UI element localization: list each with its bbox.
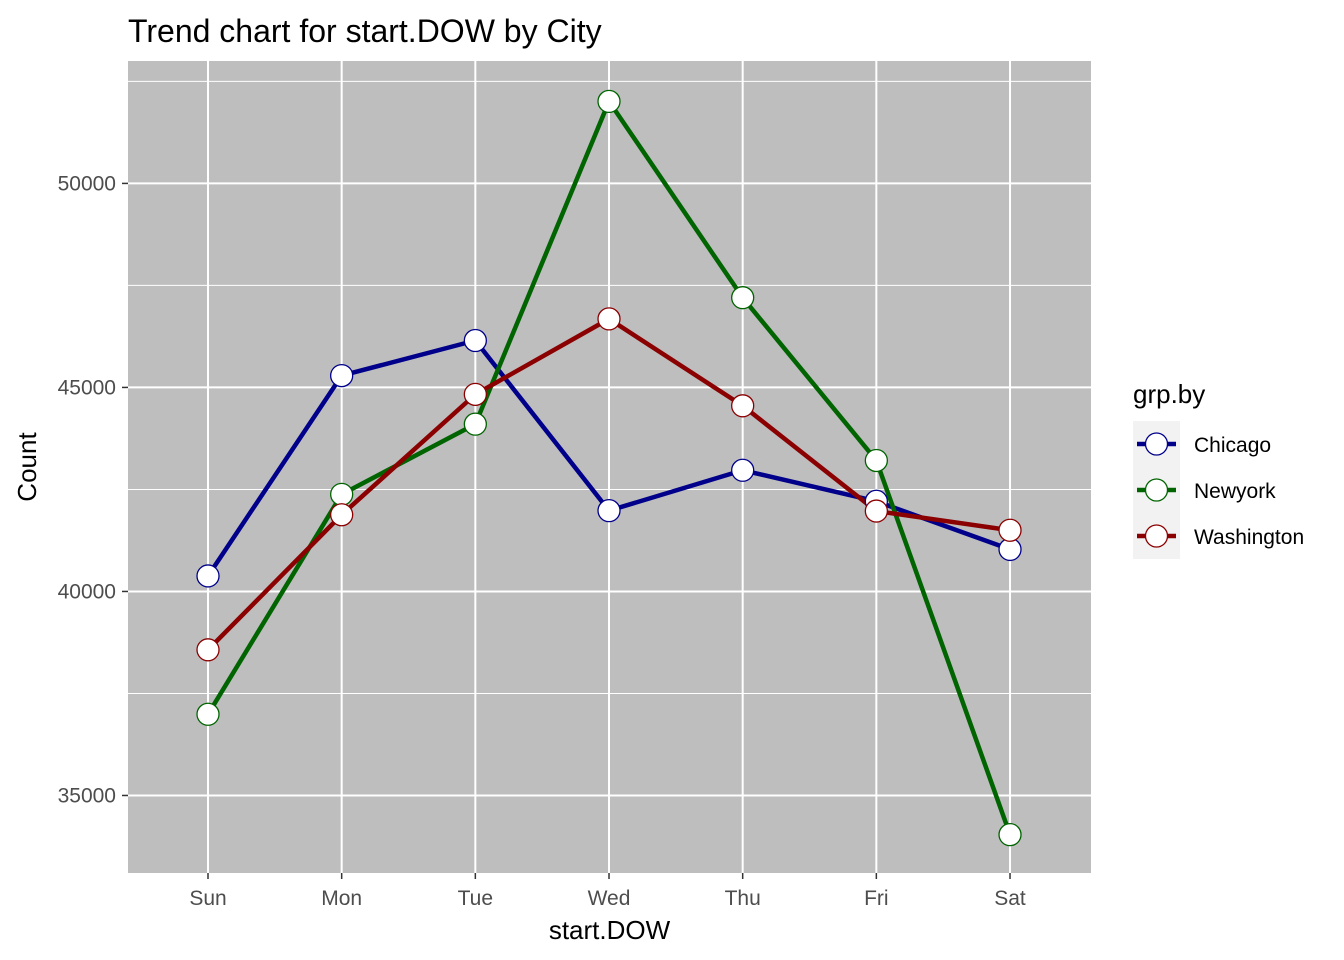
data-point-newyork-thu (731, 286, 755, 310)
x-tick-label: Thu (725, 887, 761, 910)
x-tick-label: Wed (588, 887, 631, 910)
data-point-chicago-tue (463, 328, 487, 353)
data-point-chicago-mon (330, 363, 354, 388)
x-tick-label: Sat (994, 887, 1026, 910)
data-point-chicago-thu (731, 458, 755, 482)
data-point-newyork-wed (597, 89, 621, 114)
x-tick-label: Mon (321, 887, 362, 910)
data-point-newyork-mon (330, 482, 354, 506)
y-tick-label: 40000 (58, 580, 116, 603)
x-tick-label: Fri (864, 887, 889, 910)
data-point-chicago-wed (597, 499, 621, 523)
x-axis-ticks: Sun Mon Tue Wed Thu Fri Sat (189, 873, 1026, 910)
legend-key-point-washington (1144, 524, 1169, 548)
data-point-newyork-sun (196, 702, 220, 726)
y-tick-label: 45000 (58, 376, 116, 399)
data-point-newyork-fri (864, 448, 888, 473)
data-point-newyork-tue (463, 412, 487, 436)
legend-key-point-chicago (1144, 432, 1169, 456)
data-point-washington-tue (463, 382, 487, 407)
chart-title: Trend chart for start.DOW by City (128, 13, 602, 49)
data-point-washington-thu (731, 394, 755, 418)
data-point-washington-wed (597, 307, 621, 331)
x-axis-title: start.DOW (549, 915, 671, 945)
y-axis-ticks: 35000 40000 45000 50000 (58, 172, 128, 807)
data-point-washington-sat (998, 518, 1022, 542)
data-point-newyork-sat (998, 822, 1022, 847)
data-point-washington-sun (196, 638, 220, 662)
legend-label-washington: Washington (1194, 526, 1304, 549)
legend-title: grp.by (1133, 379, 1205, 409)
legend-label-chicago: Chicago (1194, 434, 1271, 457)
series-points (196, 89, 1022, 847)
legend: grp.by Chicago Newyork Washington (1133, 379, 1304, 559)
data-point-washington-fri (864, 499, 888, 523)
legend-key-point-newyork (1144, 478, 1169, 502)
legend-label-newyork: Newyork (1194, 480, 1276, 503)
legend-items: Chicago Newyork Washington (1133, 421, 1304, 559)
y-axis-title: Count (12, 432, 42, 502)
y-tick-label: 35000 (58, 784, 116, 807)
data-point-washington-mon (330, 503, 354, 527)
y-tick-label: 50000 (58, 172, 116, 195)
data-point-chicago-sun (196, 564, 220, 588)
x-tick-label: Sun (189, 887, 226, 910)
x-tick-label: Tue (458, 887, 493, 910)
